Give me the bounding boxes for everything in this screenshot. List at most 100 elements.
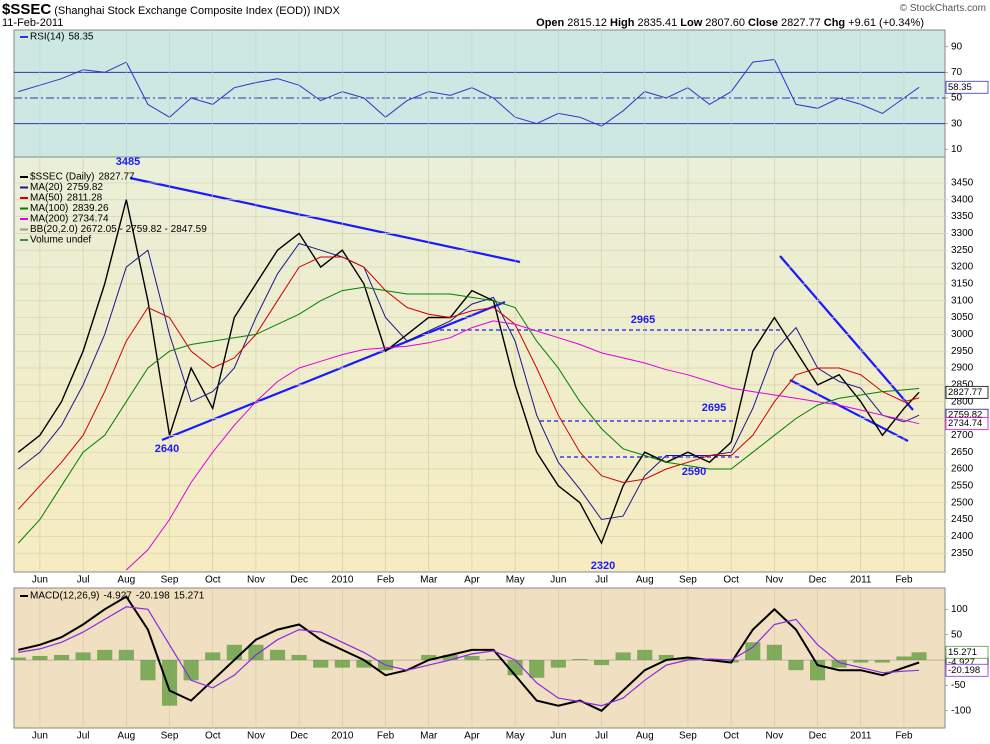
legend-text: MACD(12,26,9)	[30, 591, 99, 602]
value-tag-label: -4.927	[948, 657, 975, 668]
x-tick-label: Nov	[765, 575, 783, 586]
y-tick-label: -100	[951, 705, 971, 716]
y-tick-label: -50	[951, 680, 966, 691]
trendlines	[129, 176, 914, 442]
x-tick-label: 2010	[331, 731, 354, 742]
histogram-bar	[269, 649, 286, 661]
exchange: INDX	[313, 5, 340, 17]
y-tick-label: 2350	[951, 548, 974, 559]
legend-text: -20.198	[136, 591, 170, 602]
histogram-bar	[334, 660, 350, 668]
x-tick-label: 2010	[331, 575, 354, 586]
date: 11-Feb-2011	[2, 17, 64, 29]
x-tick-label: Jun	[550, 731, 566, 742]
legend-text: 58.35	[68, 32, 93, 43]
x-tick-label: Sep	[679, 731, 697, 742]
y-tick-label: 100	[951, 604, 968, 615]
histogram-bar	[97, 649, 113, 661]
x-tick-label: Dec	[290, 575, 308, 586]
histogram-bar	[291, 654, 307, 661]
support-lines	[440, 329, 780, 458]
value-tag-label: 2734.74	[948, 418, 982, 429]
y-tick-label: 2850	[951, 380, 974, 391]
y-tick-label: 50	[951, 93, 963, 104]
series-line	[18, 595, 920, 712]
legend-text: 2734.74	[72, 214, 109, 225]
y-tick-label: 3100	[951, 295, 974, 306]
value-tag	[945, 417, 989, 431]
histogram-bar	[658, 654, 674, 661]
rsi-panel	[13, 29, 946, 158]
histogram-bar	[53, 654, 70, 661]
histogram-bar	[485, 659, 502, 661]
x-tick-label: Dec	[809, 575, 827, 586]
histogram-bar	[161, 660, 178, 706]
legend-text: MA(50)	[30, 193, 63, 204]
legend-text: Volume undef	[30, 235, 91, 246]
y-tick-label: 2650	[951, 447, 974, 458]
histogram-bar	[911, 652, 927, 661]
histogram-bar	[226, 644, 242, 661]
y-tick-label: 3350	[951, 211, 974, 222]
x-tick-label: Jul	[595, 575, 608, 586]
series-line	[17, 286, 920, 544]
y-tick-label: 2500	[951, 497, 974, 508]
histogram-bar	[572, 659, 588, 661]
y-tick-label: 2550	[951, 480, 974, 491]
annotation: 3485	[116, 156, 140, 168]
x-tick-label: Oct	[723, 575, 739, 586]
quote: Open 2815.12 High 2835.41 Low 2807.60 Close 282…	[533, 17, 924, 29]
x-tick-label: Nov	[247, 731, 265, 742]
y-tick-label: 3200	[951, 262, 974, 273]
histogram-bar	[248, 644, 264, 661]
legend-text: BB(20,2.0) 2672.05 - 2759.82 - 2847.59	[30, 224, 207, 235]
legend-text: 2811.28	[67, 193, 103, 204]
histogram-bar	[615, 652, 631, 661]
y-tick-label: 3400	[951, 194, 974, 205]
annotation: 2320	[591, 560, 615, 572]
x-tick-label: Apr	[464, 731, 480, 742]
x-tick-label: Mar	[420, 731, 438, 742]
y-tick-label: 3300	[951, 228, 974, 239]
x-tick-label: Apr	[464, 575, 480, 586]
y-tick-label: 30	[951, 118, 963, 129]
legend-text: MA(100)	[30, 203, 68, 214]
histogram-bar	[356, 660, 372, 668]
index-name: (Shanghai Stock Exchange Composite Index…	[54, 5, 311, 17]
histogram-bar	[745, 642, 761, 661]
x-tick-label: 2011	[850, 731, 872, 742]
series-line	[125, 320, 920, 571]
x-tick-label: Aug	[117, 575, 135, 586]
x-tick-label: Jul	[595, 731, 608, 742]
y-tick-label: 10	[951, 144, 963, 155]
x-tick-label: Sep	[161, 731, 179, 742]
y-tick-label: 2700	[951, 430, 974, 441]
histogram-bar	[442, 654, 458, 661]
value-tag-label: -20.198	[948, 665, 980, 676]
histogram-bar	[183, 660, 199, 681]
y-tick-label: 3450	[951, 178, 974, 189]
legend-text: 15.271	[174, 591, 205, 602]
value-tag-label: 58.35	[948, 82, 972, 93]
legend-text: 2827.77	[98, 172, 135, 183]
legend-text: RSI(14)	[30, 32, 64, 43]
y-tick-label: 70	[951, 67, 963, 78]
value-tag-label: 2759.82	[948, 410, 982, 421]
histogram-bar	[205, 652, 221, 661]
histogram-bar	[788, 660, 804, 671]
symbol: $SSEC	[2, 1, 52, 18]
histogram-bar	[10, 657, 26, 661]
x-tick-label: Dec	[809, 731, 827, 742]
histogram-bar	[550, 660, 566, 668]
x-tick-label: Jun	[32, 731, 48, 742]
x-tick-label: Jul	[77, 731, 90, 742]
histogram-bar	[874, 660, 890, 663]
x-tick-label: Feb	[377, 731, 395, 742]
x-tick-label: Jun	[550, 575, 566, 586]
legend-text: MA(20)	[30, 182, 63, 193]
histogram-bar	[766, 644, 782, 661]
header-title: $SSEC (Shanghai Stock Exchange Composite…	[2, 1, 340, 18]
legend-text: $SSEC (Daily)	[30, 172, 94, 183]
quote-value: 2835.41	[637, 17, 678, 29]
x-tick-label: Nov	[247, 575, 265, 586]
